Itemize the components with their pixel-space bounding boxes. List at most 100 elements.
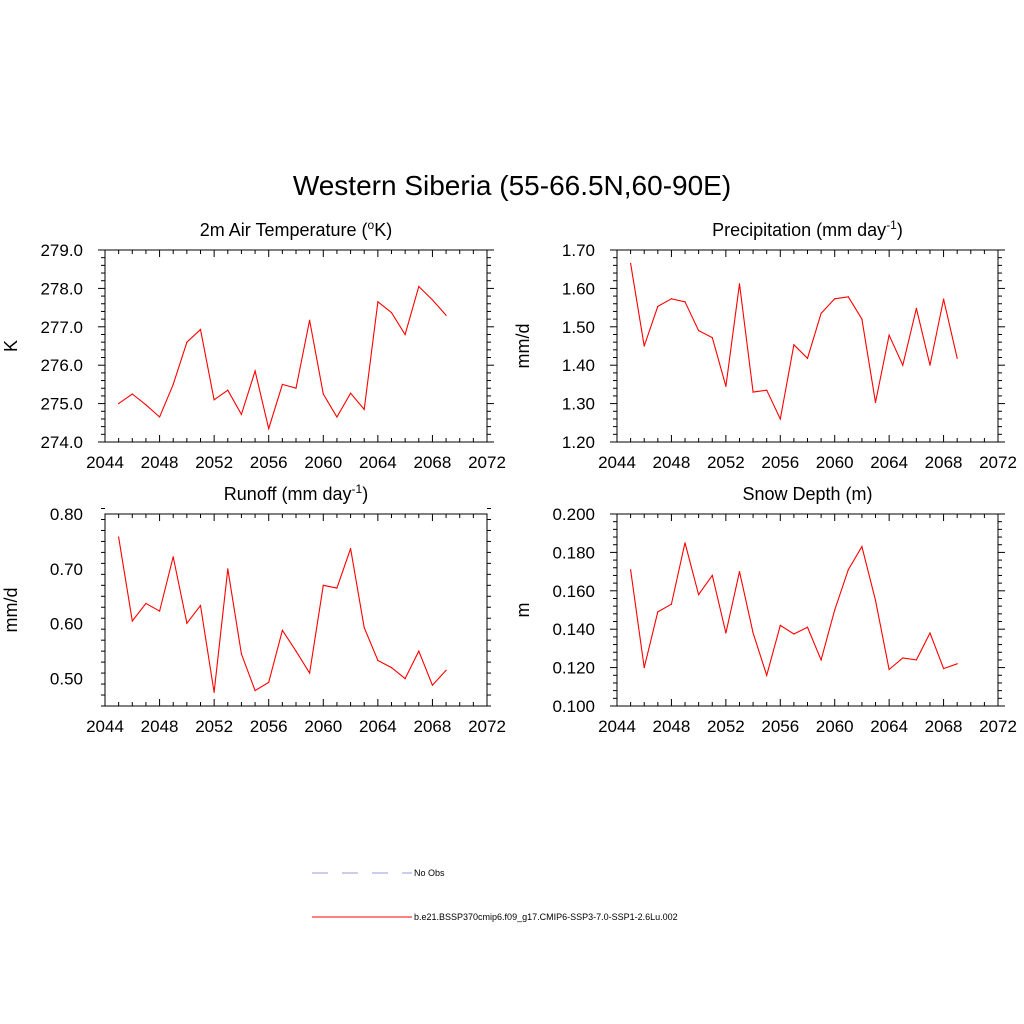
x-tick-label: 2068 [414,717,452,736]
panel-title-text: Runoff (mm day [224,484,352,504]
x-tick-label: 2064 [870,717,908,736]
data-point [322,393,324,395]
y-tick-label: 274.0 [40,433,83,452]
panel-title-text: Snow Depth (m) [742,484,872,504]
data-point [131,620,133,622]
data-point [684,301,686,303]
data-point [902,657,904,659]
data-point [158,610,161,612]
data-point [349,392,352,394]
data-point [902,364,904,366]
y-tick-label: 278.0 [40,279,83,298]
data-point [657,305,659,308]
data-point [309,672,311,674]
data-point [670,603,673,605]
data-point [929,632,931,634]
plot-frame [616,513,999,707]
data-point [942,298,945,300]
data-point [806,357,809,359]
y-tick-label: 279.0 [40,241,83,260]
data-point [213,399,215,401]
panel-title-superscript: -1 [352,482,363,496]
data-point [445,669,447,671]
data-point [118,403,120,405]
x-tick-label: 2044 [86,453,124,472]
data-point [698,594,700,596]
data-point [834,298,836,300]
x-tick-label: 2068 [925,717,963,736]
y-axis-label: mm/d [1,588,21,633]
data-point [145,602,147,605]
chart-panel-3: Runoff (mm day-1) mm/d 2044 2048 2052 2056 206… [1,482,506,736]
data-point [199,605,202,607]
y-tick-label: 0.200 [552,505,595,524]
y-tick-label: 1.40 [562,356,595,375]
data-point [725,632,727,634]
y-axis-label: m [513,603,533,618]
data-point [793,633,795,635]
x-tick-label: 2048 [653,717,691,736]
data-point [643,345,645,347]
data-point [363,408,365,410]
x-tick-label: 2052 [707,453,745,472]
y-tick-label: 0.100 [552,697,595,716]
data-point [418,285,420,288]
chart-panel-2: Precipitation (mm day-1) mm/d 2044 2048 2052… [513,218,1017,472]
data-point [806,626,809,628]
data-point [213,691,215,693]
data-point [390,667,393,669]
plot-frame [104,249,488,443]
data-point [268,681,270,684]
x-tick-label: 2052 [195,453,233,472]
y-tick-label: 1.70 [562,241,595,260]
chart-panel-1: 2m Air Temperature (oK) K 2044 2048 2052 2056… [1,218,506,472]
series-line [118,536,447,693]
y-tick-label: 1.50 [562,318,595,337]
data-point [725,385,727,387]
y-tick-label: 0.140 [552,620,595,639]
data-point [915,307,917,309]
data-point [199,328,202,331]
data-point [915,659,917,661]
legend-label: b.e21.BSSP370cmip6.f09_g17.CMIP6-SSP3-7.… [414,912,678,922]
y-tick-label: 277.0 [40,318,83,337]
y-tick-label: 0.50 [50,670,83,689]
data-point [418,650,420,652]
x-tick-label: 2044 [598,453,636,472]
panel-title-tail: K) [374,220,392,240]
data-point [698,330,700,332]
x-tick-label: 2072 [979,717,1017,736]
legend: No Obs b.e21.BSSP370cmip6.f09_g17.CMIP6-S… [312,868,678,922]
data-point [349,547,352,550]
data-point [131,393,133,395]
data-point [956,663,958,665]
series-line [630,542,958,678]
x-tick-label: 2060 [816,453,854,472]
panel-title: Precipitation (mm day-1) [712,218,903,240]
data-point [888,334,890,336]
x-tick-label: 2048 [653,453,691,472]
x-tick-label: 2072 [468,717,506,736]
data-point [431,299,434,301]
data-point [118,536,120,538]
data-point [684,542,686,544]
x-tick-label: 2056 [761,453,799,472]
y-tick-label: 0.160 [552,582,595,601]
data-point [793,344,795,346]
data-point [254,370,256,372]
data-point [186,622,188,624]
data-point [752,391,754,393]
x-tick-label: 2060 [304,453,342,472]
data-point [363,626,365,629]
data-point [281,629,283,631]
data-point [711,336,713,339]
data-point [172,383,174,385]
data-point [145,404,147,406]
data-point [445,314,447,316]
y-tick-label: 1.20 [562,433,595,452]
data-point [766,389,768,391]
y-tick-label: 1.60 [562,279,595,298]
data-point [404,677,406,680]
data-point [390,311,393,314]
